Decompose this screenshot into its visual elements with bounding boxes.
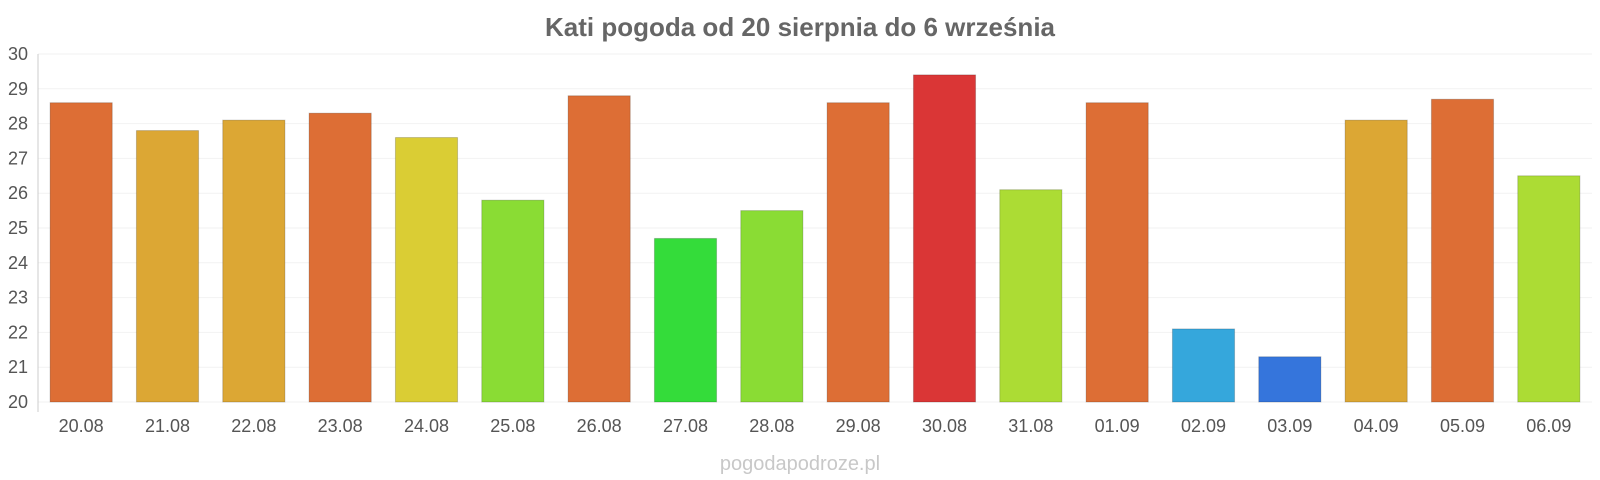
x-tick-label: 30.08	[922, 416, 967, 436]
y-tick-label: 27	[8, 148, 28, 168]
x-tick-label: 22.08	[231, 416, 276, 436]
bar-27.08	[653, 237, 718, 403]
x-tick-label: 21.08	[145, 416, 190, 436]
bar-24.08	[394, 137, 459, 403]
bar-28.08	[740, 210, 804, 403]
bar-03.09	[1258, 356, 1322, 403]
x-axis-tick-labels: 20.08 21.08 22.08 23.08 24.08 25.08 26.08 27.08…	[59, 416, 1572, 436]
bar-05.09	[1430, 98, 1495, 403]
x-tick-label: 02.09	[1181, 416, 1226, 436]
y-tick-label: 25	[8, 218, 28, 238]
y-axis-tick-labels: 20 21 22 23 24 25 26 27 28 29 30	[8, 44, 28, 412]
y-tick-label: 24	[8, 253, 28, 273]
x-tick-label: 31.08	[1008, 416, 1053, 436]
x-tick-label: 26.08	[577, 416, 622, 436]
y-tick-label: 20	[8, 392, 28, 412]
x-tick-label: 28.08	[749, 416, 794, 436]
x-tick-label: 29.08	[836, 416, 881, 436]
x-tick-label: 27.08	[663, 416, 708, 436]
bar-31.08	[999, 189, 1063, 403]
bar-20.08	[49, 102, 113, 403]
bar-21.08	[135, 130, 200, 403]
y-tick-label: 30	[8, 44, 28, 64]
site-credit: pogodapodroze.pl	[720, 453, 880, 475]
x-tick-label: 20.08	[59, 416, 104, 436]
bar-23.08	[308, 112, 372, 403]
bar-26.08	[567, 95, 631, 403]
bar-29.08	[826, 102, 890, 403]
y-tick-label: 23	[8, 288, 28, 308]
x-tick-label: 03.09	[1267, 416, 1312, 436]
x-tick-label: 01.09	[1095, 416, 1140, 436]
bar-02.09	[1171, 328, 1236, 403]
chart-title: Kati pogoda od 20 sierpnia do 6 września	[545, 12, 1056, 42]
x-tick-label: 05.09	[1440, 416, 1485, 436]
x-tick-label: 23.08	[318, 416, 363, 436]
bar-04.09	[1344, 119, 1408, 403]
bar-series	[49, 74, 1581, 403]
x-tick-label: 25.08	[490, 416, 535, 436]
bar-25.08	[481, 199, 545, 403]
y-tick-label: 26	[8, 183, 28, 203]
bar-30.08	[912, 74, 977, 403]
x-tick-label: 04.09	[1354, 416, 1399, 436]
x-tick-label: 24.08	[404, 416, 449, 436]
y-tick-label: 29	[8, 79, 28, 99]
y-tick-label: 21	[8, 357, 28, 377]
y-tick-label: 28	[8, 114, 28, 134]
bar-06.09	[1517, 175, 1581, 403]
y-tick-label: 22	[8, 322, 28, 342]
grid-lines	[38, 53, 1592, 403]
bar-01.09	[1085, 102, 1149, 403]
x-tick-label: 06.09	[1526, 416, 1571, 436]
bar-22.08	[222, 119, 286, 403]
